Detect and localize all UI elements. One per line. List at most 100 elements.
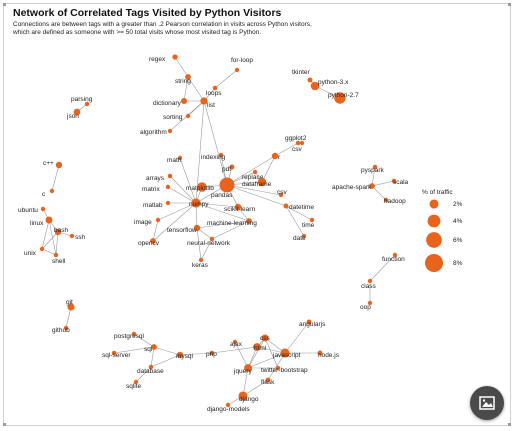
edges-layer bbox=[41, 56, 396, 406]
edge-database-sqlite bbox=[135, 366, 152, 383]
node-label-date: date bbox=[293, 235, 306, 242]
node-circle-scikit-learn bbox=[234, 203, 242, 211]
node-c: c bbox=[42, 188, 55, 198]
node-circle-dataframe bbox=[257, 177, 267, 187]
edge-unix-shell bbox=[41, 248, 57, 256]
node-label-tensorflow: tensorflow bbox=[167, 227, 197, 234]
node-label-apache-spark: apache-spark bbox=[332, 184, 372, 191]
node-label-bash: bash bbox=[54, 227, 68, 234]
edge-javascript-angularjs bbox=[284, 321, 310, 354]
node-bash: bash bbox=[54, 227, 68, 236]
image-view-button[interactable] bbox=[470, 386, 504, 420]
edge-numpy-scikit-learn bbox=[195, 202, 239, 208]
node-label-github: github bbox=[52, 327, 70, 334]
node-circle-django bbox=[238, 391, 248, 401]
node-label-ubuntu: ubuntu bbox=[18, 207, 38, 214]
node-circle-pandas bbox=[219, 177, 235, 193]
node-label-scikit-learn: scikit-learn bbox=[224, 206, 255, 213]
node-circle-csv2 bbox=[278, 192, 284, 198]
node-sorting: sorting bbox=[163, 113, 191, 121]
node-label-list: list bbox=[207, 102, 215, 109]
node-circle-javascript bbox=[280, 348, 290, 358]
node-node.js: node.js bbox=[317, 350, 340, 359]
node-matrix: matrix bbox=[142, 184, 171, 193]
edge-image-opencv bbox=[152, 219, 159, 242]
edge-bash-unix bbox=[41, 231, 59, 250]
node-datetime: datetime bbox=[283, 203, 314, 211]
node-label-linux: linux bbox=[30, 220, 44, 227]
node-label-time: time bbox=[302, 222, 315, 229]
legend-label-6: 6% bbox=[453, 237, 463, 244]
edge-datetime-date bbox=[285, 205, 305, 237]
node-circle-matrix bbox=[165, 184, 171, 190]
node-circle-database bbox=[148, 364, 154, 370]
node-label-sql: sql bbox=[144, 346, 153, 353]
node-label-mysql: mysql bbox=[176, 353, 194, 360]
node-css: css bbox=[260, 334, 271, 342]
node-circle-tkinter bbox=[307, 77, 313, 83]
node-circle-function bbox=[392, 252, 398, 258]
node-loops: loops bbox=[206, 85, 222, 97]
node-circle-opencv bbox=[150, 238, 156, 244]
node-circle-string bbox=[185, 74, 191, 80]
node-matlab: matlab bbox=[143, 200, 171, 209]
legend-circle-4 bbox=[427, 214, 441, 228]
node-circle-ssh bbox=[69, 233, 75, 239]
node-label-git: git bbox=[66, 299, 73, 306]
node-time: time bbox=[302, 217, 315, 229]
legend-circle-6 bbox=[426, 232, 442, 248]
node-csv2: csv bbox=[277, 189, 288, 198]
subtitle-line: Connections are between tags with a grea… bbox=[13, 21, 312, 28]
edge-css-jquery bbox=[247, 337, 266, 369]
node-c++: c++ bbox=[43, 160, 63, 169]
node-circle-linux bbox=[45, 216, 53, 224]
edge-datetime-time bbox=[285, 205, 313, 221]
node-linux: linux bbox=[30, 216, 53, 227]
node-label-image: image bbox=[134, 219, 152, 226]
node-label-csv2: csv bbox=[277, 189, 288, 196]
node-circle-sqlite bbox=[133, 379, 139, 385]
node-label-regex: regex bbox=[149, 56, 166, 63]
edge-scala-apache-spark bbox=[371, 180, 395, 187]
node-label-ssh: ssh bbox=[75, 234, 86, 241]
legend-title: % of traffic bbox=[422, 189, 453, 196]
node-label-ggplot2: ggplot2 bbox=[285, 135, 307, 142]
node-circle-jquery bbox=[244, 364, 252, 372]
node-circle-mysql bbox=[176, 351, 184, 359]
node-jquery: jquery bbox=[233, 364, 252, 375]
node-label-scala: scala bbox=[393, 179, 409, 186]
node-dictionary: dictionary bbox=[153, 97, 188, 107]
node-json: json bbox=[66, 108, 81, 120]
node-label-c: c bbox=[42, 191, 46, 198]
node-circle-matplotlib bbox=[197, 182, 207, 192]
legend-circle-2 bbox=[429, 199, 439, 209]
node-scala: scala bbox=[391, 178, 409, 186]
node-machine-learning: machine-learning bbox=[207, 218, 257, 227]
node-circle-sql-server bbox=[111, 350, 117, 356]
edge-postgresql-sql bbox=[133, 333, 155, 348]
node-label-function: function bbox=[382, 256, 405, 263]
node-label-opencv: opencv bbox=[138, 240, 160, 247]
node-label-for-loop: for-loop bbox=[231, 57, 253, 64]
node-circle-unix bbox=[39, 246, 45, 252]
node-circle-machine-learning bbox=[246, 218, 252, 224]
node-for-loop: for-loop bbox=[231, 57, 253, 73]
node-circle-c bbox=[49, 188, 55, 194]
node-dataframe: dataframe bbox=[242, 177, 272, 188]
node-python-2.7: python-2.7 bbox=[328, 92, 359, 104]
edge-tensorflow-machine-learning bbox=[196, 220, 250, 229]
node-label-sqlite: sqlite bbox=[126, 383, 142, 390]
figure-frame bbox=[3, 3, 511, 426]
image-icon bbox=[479, 396, 495, 410]
node-label-sql-server: sql-server bbox=[102, 352, 131, 359]
node-circle-ubuntu bbox=[40, 206, 46, 212]
node-circle-ggplot2 bbox=[295, 140, 301, 146]
edge-database-mysql bbox=[150, 354, 181, 368]
edge-math-numpy bbox=[179, 157, 197, 204]
node-ubuntu: ubuntu bbox=[18, 206, 46, 214]
frame-corner bbox=[508, 423, 511, 426]
node-label-shell: shell bbox=[52, 258, 66, 265]
node-postgresql: postgresql bbox=[114, 331, 145, 340]
node-label-indexing: indexing bbox=[201, 154, 226, 161]
node-circle-replace bbox=[252, 169, 258, 175]
